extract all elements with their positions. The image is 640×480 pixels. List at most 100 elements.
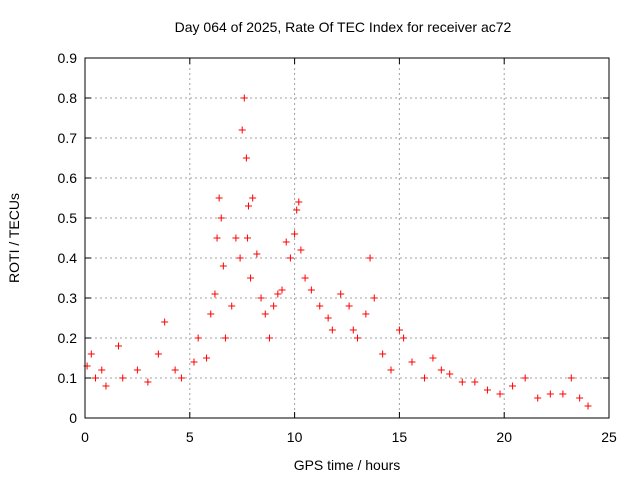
data-point bbox=[567, 374, 575, 382]
data-point bbox=[171, 366, 179, 374]
y-tick-label: 0.6 bbox=[58, 170, 78, 186]
data-point bbox=[295, 198, 303, 206]
data-point bbox=[316, 302, 324, 310]
data-point bbox=[291, 230, 299, 238]
data-point bbox=[345, 302, 353, 310]
data-point bbox=[213, 234, 221, 242]
data-point bbox=[243, 234, 251, 242]
data-point bbox=[297, 246, 305, 254]
x-tick-label: 10 bbox=[287, 429, 303, 445]
y-axis-label: ROTI / TECUs bbox=[6, 193, 22, 283]
plot-frame bbox=[84, 57, 610, 419]
data-point bbox=[576, 394, 584, 402]
data-point bbox=[228, 302, 236, 310]
grid-lines bbox=[85, 58, 609, 418]
data-point bbox=[221, 334, 229, 342]
data-point bbox=[217, 214, 225, 222]
data-point bbox=[387, 366, 395, 374]
data-point bbox=[286, 254, 294, 262]
data-point bbox=[115, 342, 123, 350]
data-point bbox=[236, 254, 244, 262]
data-point bbox=[238, 126, 246, 134]
data-point bbox=[247, 274, 255, 282]
data-point bbox=[240, 94, 248, 102]
y-tick-label: 0.9 bbox=[58, 50, 78, 66]
data-point bbox=[177, 374, 185, 382]
data-point bbox=[534, 394, 542, 402]
data-point bbox=[421, 374, 429, 382]
data-point bbox=[133, 366, 141, 374]
data-point bbox=[232, 234, 240, 242]
data-point bbox=[211, 290, 219, 298]
data-point bbox=[379, 350, 387, 358]
data-point bbox=[102, 382, 110, 390]
data-point bbox=[119, 374, 127, 382]
data-point bbox=[261, 310, 269, 318]
data-point bbox=[483, 386, 491, 394]
data-point bbox=[253, 250, 261, 258]
data-point bbox=[408, 358, 416, 366]
data-point bbox=[370, 294, 378, 302]
data-point bbox=[270, 302, 278, 310]
y-tick-label: 0 bbox=[69, 410, 77, 426]
data-point bbox=[203, 354, 211, 362]
y-tick-label: 0.4 bbox=[58, 250, 78, 266]
data-point bbox=[293, 206, 301, 214]
x-tick-label: 0 bbox=[81, 429, 89, 445]
data-point bbox=[301, 274, 309, 282]
data-point bbox=[282, 238, 290, 246]
x-tick-label: 20 bbox=[496, 429, 512, 445]
data-point bbox=[400, 334, 408, 342]
x-tick-label: 15 bbox=[392, 429, 408, 445]
y-tick-label: 0.5 bbox=[58, 210, 78, 226]
y-tick-label: 0.7 bbox=[58, 130, 78, 146]
y-tick-label: 0.8 bbox=[58, 90, 78, 106]
data-point bbox=[219, 262, 227, 270]
data-point bbox=[496, 390, 504, 398]
data-point bbox=[353, 334, 361, 342]
data-point bbox=[98, 366, 106, 374]
data-point bbox=[215, 194, 223, 202]
data-point bbox=[249, 194, 257, 202]
data-point bbox=[87, 350, 95, 358]
data-point bbox=[429, 354, 437, 362]
data-point bbox=[207, 310, 215, 318]
data-point bbox=[144, 378, 152, 386]
data-point bbox=[559, 390, 567, 398]
data-point bbox=[584, 402, 592, 410]
data-point bbox=[307, 286, 315, 294]
data-point bbox=[437, 366, 445, 374]
data-point bbox=[190, 358, 198, 366]
data-point bbox=[194, 334, 202, 342]
x-axis-label: GPS time / hours bbox=[294, 457, 401, 473]
data-point bbox=[366, 254, 374, 262]
data-point bbox=[458, 378, 466, 386]
data-point bbox=[349, 326, 357, 334]
data-point bbox=[265, 334, 273, 342]
data-point bbox=[161, 318, 169, 326]
data-point bbox=[446, 370, 454, 378]
data-point bbox=[362, 310, 370, 318]
data-point bbox=[337, 290, 345, 298]
data-point bbox=[471, 378, 479, 386]
data-point bbox=[154, 350, 162, 358]
y-tick-label: 0.1 bbox=[58, 370, 78, 386]
chart-title: Day 064 of 2025, Rate Of TEC Index for r… bbox=[175, 19, 512, 35]
data-point bbox=[244, 202, 252, 210]
data-point bbox=[274, 290, 282, 298]
y-tick-label: 0.3 bbox=[58, 290, 78, 306]
data-point bbox=[257, 294, 265, 302]
data-point bbox=[242, 154, 250, 162]
data-point bbox=[509, 382, 517, 390]
data-point bbox=[324, 314, 332, 322]
data-point bbox=[521, 374, 529, 382]
data-point bbox=[278, 286, 286, 294]
data-point bbox=[328, 326, 336, 334]
x-tick-label: 5 bbox=[186, 429, 194, 445]
data-point bbox=[546, 390, 554, 398]
axis-ticks: 0 5 10 15 20 25 0 0.1 0.2 0.3 0.4 0.5 0.6 0.7 0.8 0.9 bbox=[58, 50, 617, 445]
x-tick-label: 25 bbox=[601, 429, 617, 445]
y-tick-label: 0.2 bbox=[58, 330, 78, 346]
